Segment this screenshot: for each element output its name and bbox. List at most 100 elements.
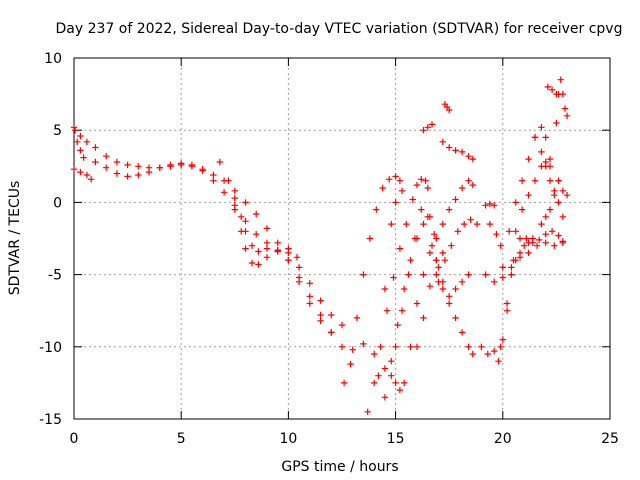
data-point xyxy=(371,379,378,387)
data-point xyxy=(497,242,504,249)
data-point xyxy=(446,144,453,151)
data-point xyxy=(469,155,476,163)
data-point xyxy=(503,300,511,307)
data-point xyxy=(338,343,346,350)
data-point xyxy=(390,274,397,281)
data-point xyxy=(561,105,569,112)
data-point xyxy=(491,278,498,285)
data-point xyxy=(491,202,498,209)
data-point xyxy=(525,155,532,163)
data-point xyxy=(439,285,446,293)
series-sat-n xyxy=(433,257,476,358)
data-point xyxy=(559,90,566,98)
data-point xyxy=(465,271,472,278)
data-point xyxy=(409,196,416,203)
series-sat-ag xyxy=(555,177,571,199)
x-tick-label: 5 xyxy=(177,431,186,447)
data-point xyxy=(499,264,506,271)
data-point xyxy=(446,293,453,300)
data-point xyxy=(83,138,91,145)
data-point xyxy=(113,158,121,166)
data-point xyxy=(360,340,367,348)
data-point xyxy=(428,121,436,128)
data-point xyxy=(248,242,256,249)
axis-ticks xyxy=(73,57,611,420)
series-sat-e xyxy=(216,158,404,394)
data-point xyxy=(328,329,335,336)
series-sat-q xyxy=(439,138,476,163)
data-point xyxy=(553,90,560,98)
series-sat-o xyxy=(433,271,472,300)
data-point xyxy=(231,206,238,213)
data-point xyxy=(293,254,301,261)
data-point xyxy=(433,235,440,242)
data-point xyxy=(210,177,217,184)
data-point xyxy=(446,300,453,307)
data-point xyxy=(381,394,389,401)
data-point xyxy=(542,213,549,220)
data-point xyxy=(396,177,404,184)
data-point xyxy=(401,379,408,387)
series-sat-ae xyxy=(553,76,571,127)
data-point xyxy=(538,124,545,131)
data-point xyxy=(92,144,99,151)
data-point xyxy=(518,206,526,213)
data-point xyxy=(452,147,459,154)
data-point xyxy=(452,196,459,203)
data-point xyxy=(124,173,131,180)
data-point xyxy=(557,76,564,83)
series-sat-d xyxy=(92,158,335,336)
data-point xyxy=(512,228,519,235)
series-sat-af xyxy=(544,83,560,98)
data-point xyxy=(525,249,532,257)
data-point xyxy=(420,127,427,134)
data-point xyxy=(531,134,539,141)
data-point xyxy=(238,228,245,235)
data-point xyxy=(398,307,406,314)
data-point xyxy=(439,138,446,145)
data-point xyxy=(364,408,371,415)
data-point xyxy=(551,192,558,199)
data-point xyxy=(548,228,556,235)
series-sat-k xyxy=(388,184,431,379)
data-point xyxy=(484,350,491,358)
series-sat-ab xyxy=(512,158,554,235)
data-point xyxy=(274,239,281,246)
data-point xyxy=(512,257,519,264)
data-point xyxy=(469,181,476,189)
data-point xyxy=(403,220,410,228)
data-point xyxy=(420,314,427,322)
data-point xyxy=(92,158,99,166)
data-point xyxy=(295,274,303,281)
data-point xyxy=(407,257,414,264)
data-point xyxy=(77,168,84,176)
data-point xyxy=(555,177,562,184)
data-point xyxy=(295,264,303,271)
data-point xyxy=(248,259,256,267)
data-point xyxy=(465,343,472,350)
data-point xyxy=(512,199,519,206)
data-point xyxy=(433,271,440,278)
y-tick-label: 5 xyxy=(53,123,62,139)
data-point xyxy=(328,311,335,319)
x-tick-label: 10 xyxy=(279,431,297,447)
data-point xyxy=(448,242,455,249)
data-point xyxy=(542,134,549,141)
data-point xyxy=(426,283,434,290)
x-tick-label: 15 xyxy=(387,431,405,447)
data-point xyxy=(383,307,391,314)
grid-lines xyxy=(74,58,610,419)
data-point xyxy=(242,218,249,225)
data-point xyxy=(413,181,421,189)
data-point xyxy=(426,249,434,257)
data-point xyxy=(285,257,292,264)
data-point xyxy=(563,192,571,199)
data-point xyxy=(340,379,348,387)
data-point xyxy=(405,271,412,278)
data-point xyxy=(536,236,543,244)
data-point xyxy=(555,199,562,206)
chart-title: Day 237 of 2022, Sidereal Day-to-day VTE… xyxy=(56,21,623,37)
x-tick-label: 25 xyxy=(601,431,619,447)
data-point xyxy=(553,119,560,127)
data-point xyxy=(216,158,223,166)
